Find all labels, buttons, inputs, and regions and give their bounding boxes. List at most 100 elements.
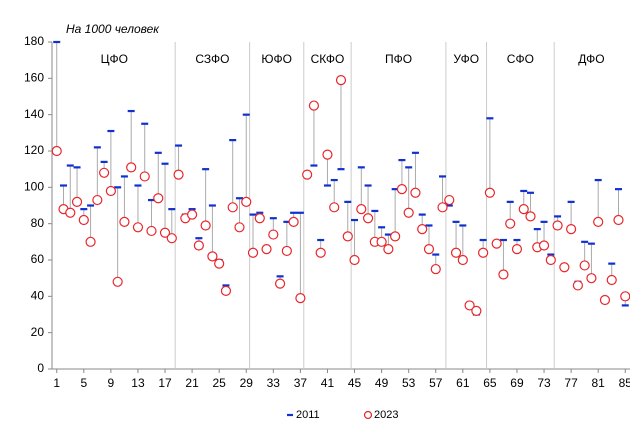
- circle-marker: [464, 300, 475, 311]
- circle-marker: [281, 245, 292, 257]
- circle-marker: [538, 240, 550, 251]
- circle-marker: [491, 238, 502, 249]
- circle-marker: [525, 211, 536, 222]
- x-tick-label: 21: [185, 376, 199, 390]
- x-tick-label: 17: [158, 376, 172, 390]
- circle-marker: [126, 162, 137, 173]
- y-tick-label: 180: [24, 34, 44, 48]
- circle-marker: [146, 225, 157, 237]
- circle-marker: [65, 207, 76, 218]
- circle-marker: [471, 305, 482, 316]
- circle-marker: [417, 224, 428, 235]
- circle-marker: [545, 254, 556, 266]
- circle-marker: [383, 244, 394, 255]
- x-tick-label: 5: [80, 376, 87, 390]
- circle-marker: [511, 244, 523, 255]
- region-label: СЗФО: [195, 52, 229, 66]
- circle-marker: [566, 224, 577, 235]
- circle-marker: [335, 75, 347, 86]
- circle-marker: [139, 171, 150, 182]
- circle-marker: [268, 229, 279, 240]
- circle-marker: [457, 254, 468, 266]
- y-axis-label: На 1000 человек: [66, 22, 160, 36]
- x-tick-label: 77: [564, 376, 578, 390]
- legend-label: 2023: [374, 409, 398, 421]
- region-label: ПФО: [385, 52, 412, 66]
- x-tick-label: 49: [375, 376, 389, 390]
- x-tick-label: 57: [429, 376, 443, 390]
- x-tick-label: 73: [537, 376, 551, 390]
- y-tick-label: 60: [31, 252, 45, 266]
- circle-marker: [173, 169, 184, 180]
- circle-marker: [153, 193, 164, 204]
- x-tick-label: 33: [267, 376, 281, 390]
- circle-marker: [159, 227, 171, 238]
- circle-marker: [71, 196, 83, 207]
- circle-marker: [99, 167, 110, 178]
- y-tick-label: 20: [31, 325, 45, 339]
- circle-marker: [132, 222, 144, 233]
- circle-marker: [315, 247, 326, 258]
- x-tick-label: 81: [592, 376, 606, 390]
- circle-marker: [376, 236, 387, 247]
- circle-marker: [484, 187, 495, 198]
- y-tick-label: 160: [24, 71, 44, 85]
- circle-marker: [403, 207, 414, 218]
- x-tick-label: 37: [294, 376, 308, 390]
- circle-marker: [518, 204, 529, 215]
- circle-marker: [220, 285, 232, 296]
- circle-marker: [295, 293, 306, 304]
- x-tick-label: 85: [619, 376, 630, 390]
- y-tick-label: 120: [24, 143, 44, 157]
- circle-marker: [593, 216, 604, 227]
- circle-marker: [187, 209, 198, 220]
- circle-marker: [390, 231, 401, 242]
- x-tick-label: 1: [53, 376, 60, 390]
- x-tick-label: 13: [131, 376, 145, 390]
- circle-marker: [241, 196, 252, 207]
- circle-marker: [579, 260, 590, 271]
- circle-marker: [193, 240, 204, 251]
- circle-marker: [505, 218, 516, 229]
- circle-marker: [119, 216, 130, 227]
- circle-marker: [606, 274, 617, 286]
- region-label: СКФО: [311, 52, 345, 66]
- region-label: УФО: [453, 52, 479, 66]
- region-label: ЦФО: [101, 52, 128, 66]
- circle-marker: [572, 280, 583, 291]
- y-tick-label: 100: [24, 180, 44, 194]
- x-tick-label: 9: [108, 376, 115, 390]
- region-label: ДФО: [578, 52, 604, 66]
- y-tick-label: 0: [37, 361, 44, 375]
- circle-marker: [552, 220, 563, 231]
- circle-marker: [85, 236, 96, 247]
- circle-marker: [329, 202, 340, 213]
- circle-marker: [207, 251, 218, 262]
- circle-marker: [112, 276, 123, 287]
- circle-marker: [498, 269, 509, 280]
- circle-marker: [92, 194, 103, 206]
- circle-marker: [613, 214, 624, 226]
- circle-marker: [227, 202, 238, 213]
- circle-marker: [274, 278, 286, 289]
- circle-marker: [362, 213, 374, 224]
- circle-marker: [410, 187, 421, 198]
- circle-marker: [200, 220, 211, 231]
- x-tick-label: 45: [348, 376, 362, 390]
- x-tick-label: 53: [402, 376, 416, 390]
- legend-label: 2011: [296, 409, 320, 421]
- circle-marker: [308, 100, 320, 111]
- circle-marker: [356, 204, 367, 215]
- circle-marker: [51, 145, 62, 157]
- circle-marker: [261, 244, 272, 255]
- circle-marker: [78, 214, 89, 226]
- circle-marker: [437, 202, 448, 213]
- x-tick-label: 41: [321, 376, 335, 390]
- legend-marker: [363, 410, 373, 420]
- circle-marker: [105, 185, 116, 197]
- circle-marker: [349, 254, 360, 266]
- circle-marker: [322, 149, 333, 160]
- region-label: ЮФО: [261, 52, 292, 66]
- circle-marker: [450, 247, 462, 258]
